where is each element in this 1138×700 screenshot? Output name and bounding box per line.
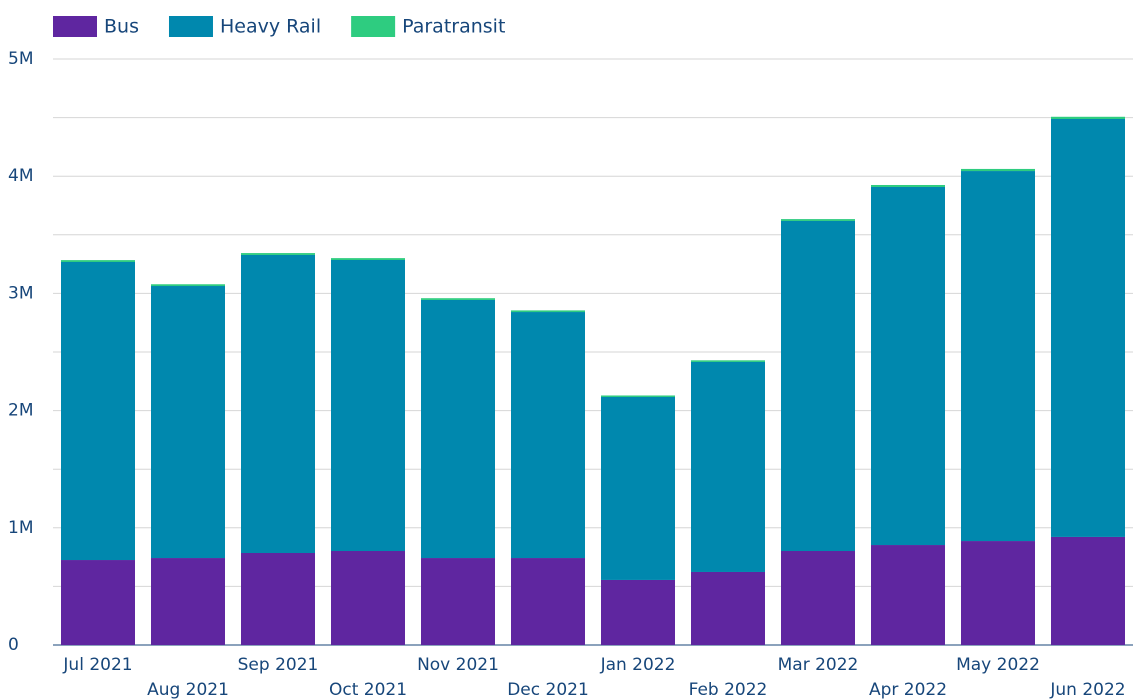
bar-segment: [511, 310, 585, 313]
bar-segment: [961, 171, 1035, 542]
bar-segment: [871, 545, 945, 645]
x-tick-label: Aug 2021: [147, 680, 229, 700]
x-tick-label: Jun 2022: [1049, 680, 1125, 700]
y-tick-label: 0: [8, 635, 19, 655]
y-tick-label: 4M: [8, 166, 33, 186]
bar-segment: [1051, 536, 1125, 645]
bar-segment: [151, 558, 225, 645]
bar-segment: [331, 258, 405, 260]
bar-segment: [61, 261, 135, 561]
bar-segment: [331, 551, 405, 645]
legend-swatch: [168, 16, 213, 37]
bar-segment: [421, 298, 495, 300]
bar-segment: [331, 259, 405, 552]
bar-segment: [961, 541, 1035, 645]
x-tick-label: Apr 2022: [869, 680, 947, 700]
y-tick-label: 1M: [8, 518, 33, 538]
bar-segment: [601, 395, 675, 398]
y-tick-label: 3M: [8, 283, 33, 303]
bar-segment: [781, 219, 855, 221]
bar-segment: [781, 220, 855, 552]
bar-segment: [241, 254, 315, 553]
bar-segment: [421, 299, 495, 559]
bar-segment: [241, 552, 315, 645]
bar-segment: [151, 286, 225, 559]
legend-swatch: [351, 16, 396, 37]
bar-segment: [781, 551, 855, 645]
bar-segment: [61, 260, 135, 262]
legend-label: Bus: [104, 16, 139, 38]
bar-segment: [61, 560, 135, 645]
bar-segment: [691, 360, 765, 362]
bar-segment: [961, 168, 1035, 172]
bar-segment: [511, 312, 585, 559]
legend-label: Heavy Rail: [220, 16, 321, 38]
y-tick-label: 2M: [8, 401, 33, 421]
bar-segment: [511, 558, 585, 645]
bar-segment: [871, 186, 945, 546]
bar-segment: [421, 558, 495, 645]
legend: Bus Heavy Rail Paratransit: [53, 16, 505, 38]
x-tick-label: Jul 2021: [62, 655, 132, 675]
bar-segment: [1051, 119, 1125, 537]
bar-segment: [601, 397, 675, 580]
x-tick-label: Mar 2022: [778, 655, 859, 675]
x-tick-label: Jan 2022: [600, 655, 676, 675]
bar-segment: [691, 571, 765, 645]
y-tick-label: 5M: [8, 49, 33, 69]
x-tick-label: Feb 2022: [689, 680, 768, 700]
bar-segment: [691, 361, 765, 572]
bar-segment: [241, 253, 315, 255]
bar-segment: [1051, 116, 1125, 120]
x-tick-label: Sep 2021: [238, 655, 319, 675]
legend-swatch: [53, 16, 97, 37]
x-tick-label: Dec 2021: [507, 680, 589, 700]
bar-segment: [151, 284, 225, 287]
bar-segment: [601, 579, 675, 645]
x-tick-label: Oct 2021: [329, 680, 407, 700]
x-tick-label: Nov 2021: [417, 655, 499, 675]
x-tick-label: May 2022: [956, 655, 1040, 675]
bar-segment: [871, 184, 945, 187]
legend-label: Paratransit: [402, 16, 505, 38]
